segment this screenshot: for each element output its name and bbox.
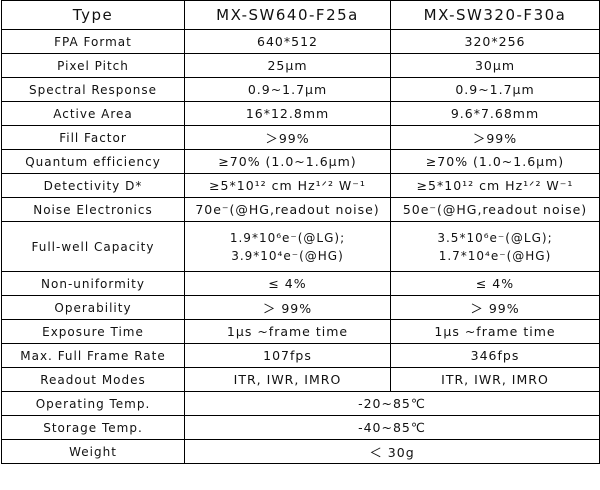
- value-cell: 50e⁻(@HG,readout noise): [390, 197, 600, 222]
- table-body: Type MX-SW640-F25a MX-SW320-F30a FPA Format…: [1, 0, 600, 464]
- label-cell: Spectral Response: [1, 77, 185, 102]
- spec-table: Type MX-SW640-F25a MX-SW320-F30a FPA Format…: [1, 0, 600, 464]
- spec-row: Storage Temp. -40~85℃: [1, 415, 600, 440]
- value-cell: 3.5*10⁶e⁻(@LG); 1.7*10⁴e⁻(@HG): [390, 221, 600, 272]
- header-row: Type MX-SW640-F25a MX-SW320-F30a: [1, 0, 600, 30]
- value-cell: ≥5*10¹² cm Hz¹ᐟ² W⁻¹: [390, 173, 600, 198]
- spec-row: Pixel Pitch 25μm 30μm: [1, 53, 600, 78]
- value-cell: ≤ 4%: [390, 271, 600, 296]
- value-cell: ≥70% (1.0~1.6μm): [184, 149, 391, 174]
- value-cell: -20~85℃: [184, 391, 600, 416]
- spec-row: Spectral Response 0.9~1.7μm 0.9~1.7μm: [1, 77, 600, 102]
- label-cell: Max. Full Frame Rate: [1, 343, 185, 368]
- value-cell: ≥70% (1.0~1.6μm): [390, 149, 600, 174]
- label-cell: Exposure Time: [1, 319, 185, 344]
- label-cell: Full-well Capacity: [1, 221, 185, 272]
- spec-row: Readout Modes ITR, IWR, IMRO ITR, IWR, IMR…: [1, 367, 600, 392]
- value-cell: 9.6*7.68mm: [390, 101, 600, 126]
- label-cell: Operating Temp.: [1, 391, 185, 416]
- value-cell: -40~85℃: [184, 415, 600, 440]
- label-cell: Noise Electronics: [1, 197, 185, 222]
- spec-row: Non-uniformity ≤ 4% ≤ 4%: [1, 271, 600, 296]
- value-cell: 1.9*10⁶e⁻(@LG); 3.9*10⁴e⁻(@HG): [184, 221, 391, 272]
- value-line: 3.9*10⁴e⁻(@HG): [231, 248, 344, 263]
- value-cell: 1μs ~frame time: [184, 319, 391, 344]
- spec-row: Operating Temp. -20~85℃: [1, 391, 600, 416]
- value-line: 1.9*10⁶e⁻(@LG);: [229, 230, 346, 245]
- value-cell: 0.9~1.7μm: [184, 77, 391, 102]
- spec-row: FPA Format 640*512 320*256: [1, 29, 600, 54]
- label-cell: Active Area: [1, 101, 185, 126]
- label-cell: Quantum efficiency: [1, 149, 185, 174]
- value-cell: 0.9~1.7μm: [390, 77, 600, 102]
- spec-row: Max. Full Frame Rate 107fps 346fps: [1, 343, 600, 368]
- value-cell: ITR, IWR, IMRO: [390, 367, 600, 392]
- spec-row: Exposure Time 1μs ~frame time 1μs ~frame t…: [1, 319, 600, 344]
- value-cell: 346fps: [390, 343, 600, 368]
- label-cell: Non-uniformity: [1, 271, 185, 296]
- value-line: 1.7*10⁴e⁻(@HG): [438, 248, 552, 263]
- spec-row: Quantum efficiency ≥70% (1.0~1.6μm) ≥70% (…: [1, 149, 600, 174]
- label-cell: Storage Temp.: [1, 415, 185, 440]
- value-cell: 320*256: [390, 29, 600, 54]
- value-cell: ＞ 99%: [184, 295, 391, 320]
- label-cell: Detectivity D*: [1, 173, 185, 198]
- spec-row: Fill Factor ＞99% ＞99%: [1, 125, 600, 150]
- label-cell: Weight: [1, 439, 185, 464]
- value-cell: ≤ 4%: [184, 271, 391, 296]
- spec-row: Noise Electronics 70e⁻(@HG,readout noise)…: [1, 197, 600, 222]
- value-cell: 640*512: [184, 29, 391, 54]
- value-cell: 30μm: [390, 53, 600, 78]
- label-cell: Readout Modes: [1, 367, 185, 392]
- spec-row: Operability ＞ 99% ＞ 99%: [1, 295, 600, 320]
- value-cell: ≥5*10¹² cm Hz¹ᐟ² W⁻¹: [184, 173, 391, 198]
- value-cell: ＞ 99%: [390, 295, 600, 320]
- value-cell: 70e⁻(@HG,readout noise): [184, 197, 391, 222]
- value-cell: ＜ 30g: [184, 439, 600, 464]
- label-cell: Operability: [1, 295, 185, 320]
- label-cell: Fill Factor: [1, 125, 185, 150]
- spec-row: Detectivity D* ≥5*10¹² cm Hz¹ᐟ² W⁻¹ ≥5*10¹…: [1, 173, 600, 198]
- label-cell: FPA Format: [1, 29, 185, 54]
- label-cell: Pixel Pitch: [1, 53, 185, 78]
- value-cell: 107fps: [184, 343, 391, 368]
- value-cell: 16*12.8mm: [184, 101, 391, 126]
- value-cell: ＞99%: [390, 125, 600, 150]
- spec-row: Full-well Capacity 1.9*10⁶e⁻(@LG); 3.9*10⁴…: [1, 221, 600, 272]
- header-cell: MX-SW640-F25a: [184, 0, 391, 30]
- value-cell: ＞99%: [184, 125, 391, 150]
- value-cell: 1μs ~frame time: [390, 319, 600, 344]
- header-cell: MX-SW320-F30a: [390, 0, 600, 30]
- value-cell: ITR, IWR, IMRO: [184, 367, 391, 392]
- value-line: 3.5*10⁶e⁻(@LG);: [437, 230, 553, 245]
- header-cell: Type: [1, 0, 185, 30]
- value-cell: 25μm: [184, 53, 391, 78]
- spec-row: Weight ＜ 30g: [1, 439, 600, 464]
- spec-row: Active Area 16*12.8mm 9.6*7.68mm: [1, 101, 600, 126]
